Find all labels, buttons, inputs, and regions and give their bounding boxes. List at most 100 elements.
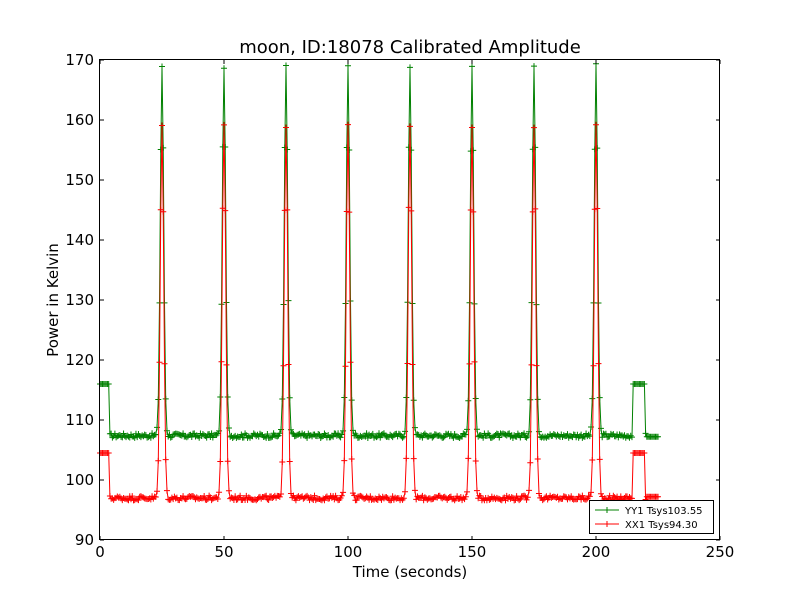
data-point-marker [535,490,542,497]
data-point-marker [399,434,406,441]
data-point-marker [655,493,661,500]
data-point-marker [585,431,592,438]
series-line [100,124,658,502]
data-point-marker [348,397,355,404]
data-point-marker [464,488,471,495]
data-point-marker [221,121,227,128]
y-tick-label: 100 [65,471,94,489]
data-point-marker [595,360,602,367]
series-0 [97,60,661,441]
data-point-marker [238,431,245,438]
data-point-marker [285,361,292,368]
data-point-marker [400,495,407,502]
data-point-marker [159,122,165,129]
series-layer [97,60,661,504]
data-point-marker [402,488,409,495]
data-point-marker [523,496,530,503]
data-point-marker [289,429,296,436]
data-point-marker [190,492,196,499]
data-point-marker [440,434,447,441]
data-point-marker [527,459,534,466]
data-point-marker [162,395,169,402]
data-point-marker [330,433,337,440]
legend-marker [604,507,610,513]
data-point-marker [283,62,289,69]
data-point-marker [342,363,349,370]
data-point-marker [223,361,230,368]
data-point-marker [521,492,528,499]
data-point-marker [203,434,210,441]
data-point-marker [218,358,225,365]
data-point-marker [465,397,472,404]
data-point-marker [532,205,539,212]
y-tick-label: 90 [75,531,94,549]
data-point-marker [340,489,347,496]
legend: YY1 Tsys103.55 XX1 Tsys94.30 [589,500,714,534]
data-point-marker [469,63,475,70]
data-point-marker [470,208,477,215]
data-point-marker [377,434,384,441]
data-point-marker [216,489,223,496]
data-point-marker [156,359,163,366]
data-point-marker [527,396,534,403]
data-point-marker [496,434,503,441]
data-point-marker [469,124,475,131]
data-point-marker [597,490,604,497]
data-point-marker [586,493,593,500]
data-point-marker [152,493,159,500]
x-tick-label: 50 [214,543,233,561]
data-point-marker [407,64,413,71]
data-point-marker [508,494,515,501]
data-point-marker [596,456,603,463]
data-point-marker [594,205,601,212]
data-point-marker [237,492,244,499]
data-point-marker [263,492,270,499]
data-point-marker [283,124,289,131]
data-point-marker [120,430,127,437]
data-point-marker [471,358,478,365]
data-point-marker [135,497,142,504]
legend-box [589,500,714,534]
data-point-marker [311,492,318,499]
data-point-marker [292,497,299,504]
data-point-marker [341,457,348,464]
data-point-marker [276,493,283,500]
data-point-marker [161,360,168,367]
data-point-marker [224,394,231,401]
data-point-marker [286,458,293,465]
data-point-marker [279,396,286,403]
data-point-marker [534,396,541,403]
data-point-marker [526,487,533,494]
data-point-marker [160,208,167,215]
data-point-marker [589,457,596,464]
y-tick-label: 160 [65,111,94,129]
data-point-marker [628,434,635,441]
data-point-marker [533,362,540,369]
data-point-marker [531,124,537,131]
data-point-marker [404,360,411,367]
data-point-marker [284,206,291,213]
data-point-marker [451,430,458,437]
data-point-marker [627,432,634,439]
data-point-marker [315,431,322,438]
data-point-marker [274,433,281,440]
data-point-marker [472,395,479,402]
x-tick-label: 150 [458,543,487,561]
data-point-marker [225,487,232,494]
data-point-marker [403,455,410,462]
y-axis-label: Power in Kelvin [44,243,62,357]
ticks-layer: 0 50 100 150 200 250 90 100 110 120 130 140 150 160 17… [65,51,734,561]
data-point-marker [214,430,221,437]
data-point-marker [285,297,292,304]
data-point-marker [345,121,351,128]
data-point-marker [516,497,523,504]
data-point-marker [486,496,493,503]
y-tick-label: 110 [65,411,94,429]
data-point-marker [264,431,271,438]
data-point-marker [641,381,648,387]
data-point-marker [524,433,531,440]
data-point-marker [214,496,221,503]
data-point-marker [419,434,426,441]
y-tick-label: 140 [65,231,94,249]
